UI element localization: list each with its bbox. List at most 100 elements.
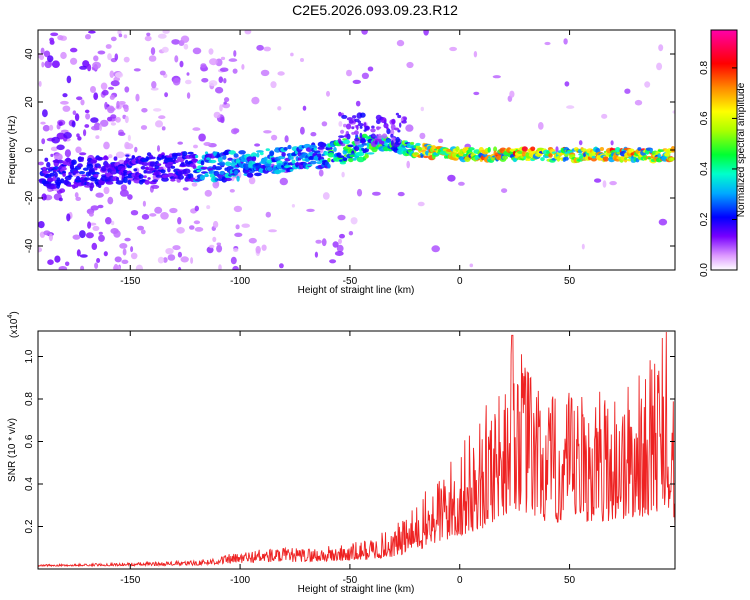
heatmap-cell — [384, 143, 389, 147]
heatmap-cell — [162, 30, 170, 34]
heatmap-cell — [246, 172, 254, 178]
heatmap-cell — [141, 108, 148, 113]
colorbar-tick-label: 0.4 — [699, 162, 710, 176]
heatmap-cell — [647, 157, 651, 160]
heatmap-cell — [397, 129, 401, 133]
heatmap-cell — [183, 43, 189, 50]
heatmap-cell — [62, 172, 66, 177]
heatmap-cell — [334, 251, 344, 256]
heatmap-cell — [399, 122, 402, 128]
heatmap-cell — [114, 256, 122, 263]
heatmap-cell — [42, 166, 47, 171]
snr-y-tick-label: 0.4 — [24, 477, 35, 491]
heatmap-cell — [609, 181, 617, 186]
heatmap-cell — [113, 156, 118, 161]
spectrogram-y-tick-label: 0 — [24, 147, 35, 153]
heatmap-cell — [186, 72, 190, 76]
heatmap-cell — [43, 230, 51, 236]
heatmap-cell — [58, 197, 63, 202]
heatmap-cell — [113, 76, 120, 82]
heatmap-cell — [180, 256, 189, 263]
spectrogram-y-label: Frequency (Hz) — [7, 116, 18, 185]
heatmap-cell — [226, 166, 234, 171]
heatmap-cell — [376, 119, 381, 125]
heatmap-cell — [602, 156, 609, 162]
heatmap-cell — [396, 39, 405, 47]
heatmap-cell — [291, 204, 295, 208]
heatmap-cell — [199, 175, 206, 180]
heatmap-cell — [200, 63, 207, 69]
heatmap-cell — [41, 61, 45, 68]
colorbar-ticks: 0.0 0.2 0.4 0.6 0.8 — [699, 61, 737, 277]
heatmap-cell — [255, 245, 261, 254]
heatmap-cell — [110, 220, 115, 226]
heatmap-cell — [189, 225, 195, 230]
heatmap-cell — [670, 157, 675, 161]
heatmap-cell — [254, 143, 261, 147]
heatmap-cell — [241, 64, 245, 70]
heatmap-cell — [218, 76, 224, 83]
heatmap-cell — [359, 112, 366, 118]
heatmap-cell — [386, 139, 391, 143]
heatmap-cell — [291, 159, 296, 164]
heatmap-cell — [119, 243, 128, 249]
heatmap-cell — [85, 181, 90, 186]
heatmap-cell — [201, 78, 209, 83]
heatmap-cell — [135, 264, 143, 270]
heatmap-cell — [346, 123, 352, 130]
heatmap-cell — [263, 156, 268, 162]
spectrogram-panel: -150 -100 -50 0 50 -40 -20 0 20 40 Height of str… — [7, 29, 676, 296]
heatmap-cell — [141, 213, 150, 220]
heatmap-cell — [66, 213, 71, 222]
snr-y-tick-label: 0.8 — [24, 392, 35, 406]
heatmap-cell — [200, 166, 209, 170]
heatmap-cell — [269, 151, 275, 157]
snr-x-tick-label: 0 — [457, 575, 463, 586]
spectrogram-y-ticks: -40 -20 0 20 40 — [24, 48, 675, 253]
heatmap-cell — [261, 244, 267, 251]
heatmap-cell — [473, 51, 478, 58]
heatmap-cell — [329, 259, 337, 264]
colorbar: 0.0 0.2 0.4 0.6 0.8 Normalized spectral ampl… — [699, 29, 747, 277]
heatmap-cell — [131, 155, 136, 160]
heatmap-cell — [308, 156, 315, 161]
heatmap-cell — [556, 155, 561, 162]
heatmap-cell — [221, 176, 228, 183]
heatmap-cell — [140, 229, 146, 235]
heatmap-cell — [79, 254, 88, 258]
heatmap-cell — [219, 161, 226, 166]
spectrogram-x-tick-label: -100 — [230, 276, 250, 287]
heatmap-cell — [337, 155, 345, 159]
heatmap-cell — [352, 115, 357, 119]
heatmap-cell — [594, 178, 602, 183]
heatmap-cell — [140, 125, 148, 130]
heatmap-cell — [170, 165, 176, 169]
snr-panel: -150 -100 -50 0 50 0.2 0.4 0.6 0.8 1.0 Height of… — [7, 311, 676, 595]
heatmap-cell — [110, 36, 117, 42]
heatmap-cell — [87, 63, 92, 72]
snr-frame — [37, 330, 676, 570]
heatmap-cell — [234, 232, 243, 237]
heatmap-cell — [348, 119, 354, 124]
heatmap-cell — [361, 143, 368, 146]
heatmap-cell — [105, 217, 112, 225]
heatmap-cell — [359, 125, 363, 129]
heatmap-cell — [40, 121, 46, 125]
heatmap-cell — [60, 51, 67, 60]
heatmap-cell — [94, 262, 99, 269]
heatmap-cell — [360, 138, 366, 143]
heatmap-cell — [142, 200, 146, 207]
heatmap-cell — [160, 169, 166, 174]
heatmap-cell — [50, 153, 54, 157]
heatmap-cell — [58, 121, 63, 126]
heatmap-cell — [133, 168, 138, 172]
heatmap-cell — [103, 141, 110, 150]
heatmap-cell — [61, 166, 67, 171]
heatmap-cell — [41, 138, 46, 145]
heatmap-cell — [148, 55, 157, 62]
heatmap-cell — [149, 213, 157, 217]
spectrogram-x-ticks: -150 -100 -50 0 50 — [120, 30, 576, 287]
heatmap-cell — [248, 237, 257, 244]
heatmap-cell — [98, 166, 102, 169]
heatmap-cell — [95, 135, 100, 140]
